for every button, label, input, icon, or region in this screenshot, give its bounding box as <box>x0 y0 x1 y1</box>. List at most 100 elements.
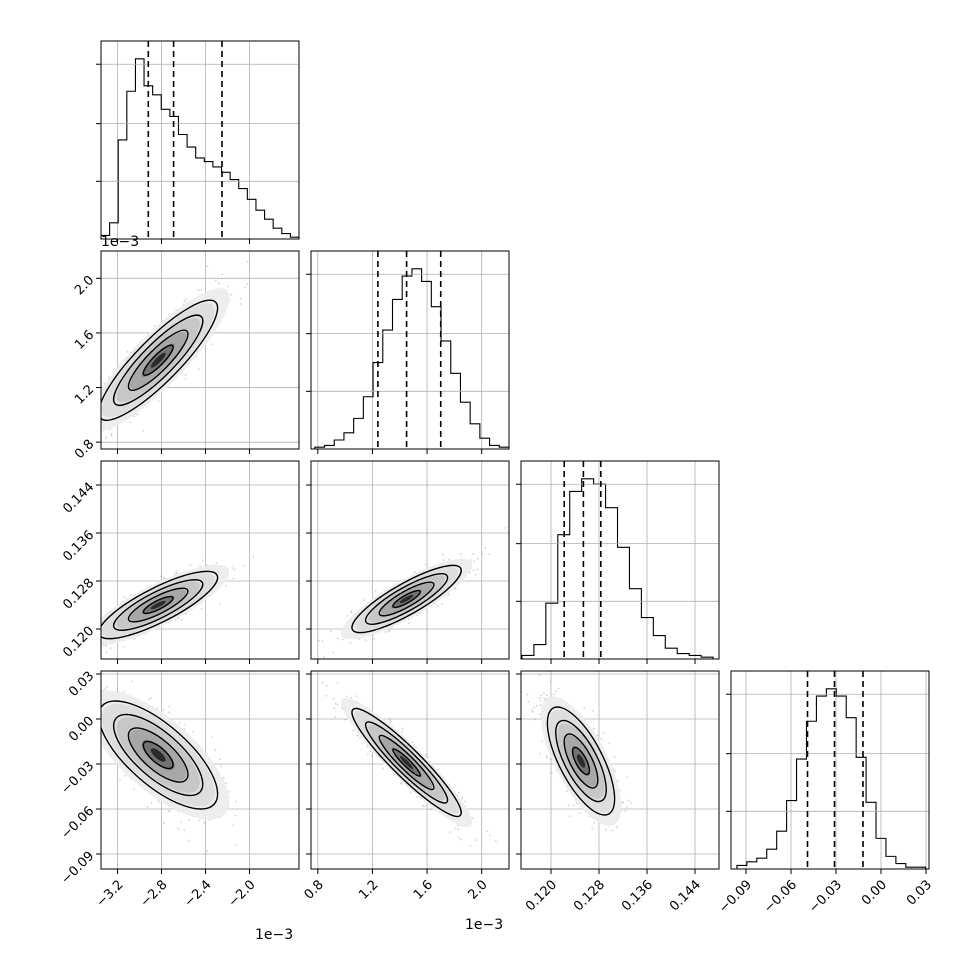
sample-point <box>484 546 486 549</box>
sample-point <box>494 840 497 842</box>
sample-point <box>97 655 99 657</box>
sample-point <box>352 729 354 732</box>
sample-point <box>126 350 129 353</box>
sample-point <box>336 682 339 684</box>
sample-point <box>68 665 70 667</box>
sample-point <box>476 568 479 571</box>
contour-line <box>378 581 435 617</box>
sample-point <box>460 838 462 841</box>
density-layer <box>321 681 497 847</box>
sample-point <box>105 651 108 654</box>
sample-point <box>535 704 538 707</box>
sample-point <box>219 758 221 761</box>
panel-frame <box>730 670 930 870</box>
contour-line <box>378 734 435 791</box>
sample-point <box>488 834 491 837</box>
sample-point <box>69 663 71 665</box>
density-panel-2-3 <box>306 460 510 664</box>
sample-point <box>89 623 91 625</box>
sample-point <box>475 839 478 841</box>
density-layer <box>318 527 507 659</box>
sample-point <box>206 850 209 853</box>
sample-point <box>157 399 160 402</box>
sample-point <box>198 819 201 822</box>
panel-frame <box>100 250 300 450</box>
sample-point <box>200 607 203 610</box>
sample-point <box>388 629 391 632</box>
sample-point <box>469 845 472 847</box>
sample-point <box>169 810 172 813</box>
sample-point <box>95 421 97 423</box>
sample-point <box>325 684 328 687</box>
contour-line <box>101 700 219 810</box>
sample-point <box>459 553 462 556</box>
histogram-panel-3 <box>516 460 720 664</box>
sample-point <box>104 688 106 691</box>
sample-point <box>234 814 237 817</box>
sample-point <box>457 791 460 794</box>
sample-point <box>105 644 107 647</box>
sample-point <box>416 614 418 617</box>
contour-line <box>112 713 204 797</box>
sample-point <box>246 283 249 285</box>
sample-point <box>188 818 190 821</box>
sample-point <box>111 462 113 464</box>
sample-point <box>85 702 87 704</box>
sample-point <box>180 821 183 824</box>
panel-frame <box>310 250 510 450</box>
sample-point <box>240 303 243 305</box>
sample-point <box>206 564 208 566</box>
sample-point <box>136 413 139 416</box>
sample-point <box>227 285 230 288</box>
sample-point <box>192 730 195 733</box>
sample-point <box>488 553 491 555</box>
sample-point <box>37 458 39 460</box>
density-layer <box>526 674 632 832</box>
sample-point <box>333 707 336 710</box>
sample-point <box>184 374 187 376</box>
sample-point <box>413 571 416 574</box>
sample-point <box>83 703 85 705</box>
sample-point <box>401 727 404 730</box>
density-band <box>399 755 414 770</box>
sample-point <box>373 638 376 640</box>
sample-point <box>472 569 475 572</box>
sample-point <box>90 713 92 715</box>
sample-point <box>421 804 424 807</box>
sample-point <box>214 279 217 282</box>
sample-point <box>573 804 575 807</box>
sample-point <box>69 673 71 675</box>
sample-point <box>221 273 224 276</box>
sample-point <box>359 737 361 740</box>
sample-point <box>325 694 328 697</box>
sample-point <box>185 298 187 301</box>
sample-point <box>82 698 84 700</box>
sample-point <box>416 796 418 798</box>
sample-point <box>97 633 99 635</box>
sample-point <box>183 829 186 832</box>
sample-point <box>387 630 390 633</box>
sample-point <box>98 749 100 751</box>
contour-line <box>112 314 204 407</box>
sample-point <box>367 753 369 756</box>
histogram-step <box>521 478 714 659</box>
histogram-step <box>736 688 927 869</box>
sample-point <box>106 686 108 688</box>
sample-point <box>355 695 358 697</box>
sample-point <box>592 710 594 712</box>
histogram-panel-4 <box>726 670 930 874</box>
contour-line <box>112 579 204 631</box>
sample-point <box>183 728 186 731</box>
sample-point <box>321 681 324 684</box>
sample-point <box>133 788 135 790</box>
sample-point <box>323 656 325 659</box>
contour-line <box>364 721 449 804</box>
sample-point <box>197 368 200 370</box>
sample-point <box>85 737 87 739</box>
sample-point <box>86 405 88 407</box>
sample-point <box>98 646 100 648</box>
sample-point <box>234 843 237 846</box>
histogram-step <box>314 268 510 449</box>
sample-point <box>163 822 166 825</box>
